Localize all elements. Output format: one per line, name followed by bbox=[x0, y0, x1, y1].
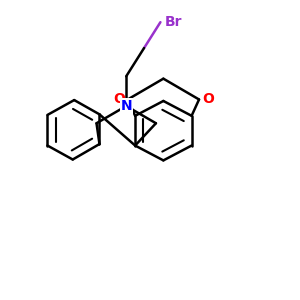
Text: Br: Br bbox=[165, 15, 182, 29]
Text: N: N bbox=[120, 99, 132, 113]
Text: O: O bbox=[202, 92, 214, 106]
Text: O: O bbox=[113, 92, 125, 106]
